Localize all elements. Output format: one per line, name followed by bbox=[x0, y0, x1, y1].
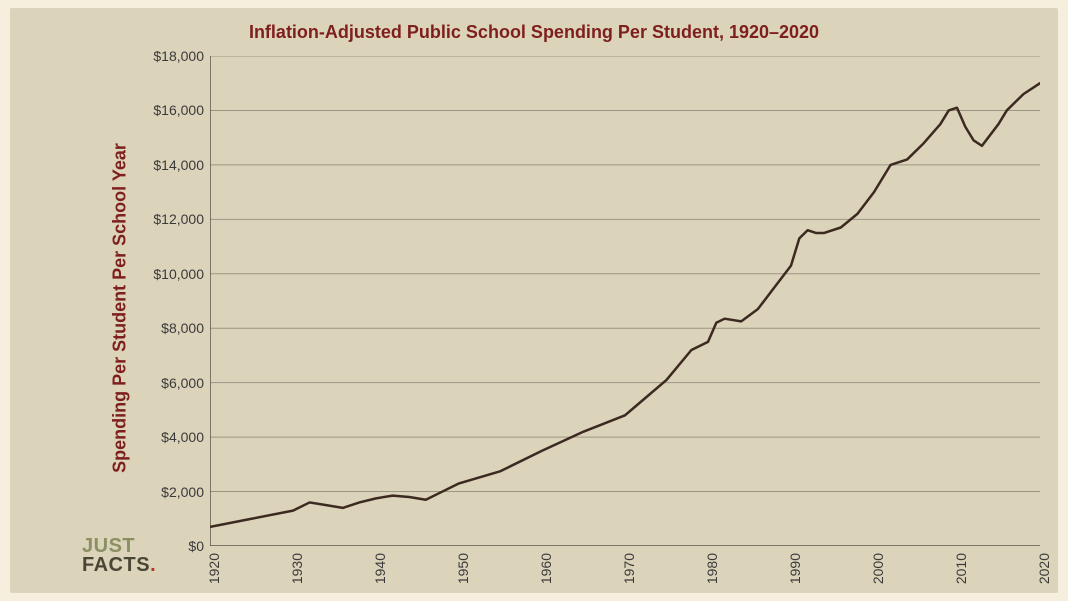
logo-facts: FACTS bbox=[82, 554, 150, 576]
x-tick-label: 2020 bbox=[1036, 553, 1052, 584]
x-axis-ticks: 1920193019401950196019701980199020002010… bbox=[210, 553, 1040, 597]
y-axis-label: Spending Per Student Per School Year bbox=[110, 143, 131, 473]
data-line bbox=[210, 83, 1040, 527]
logo-dot: . bbox=[150, 554, 156, 576]
x-tick-label: 1970 bbox=[621, 553, 637, 584]
logo-facts-row: FACTS. bbox=[82, 556, 156, 575]
chart-svg bbox=[210, 56, 1040, 546]
y-tick-label: $4,000 bbox=[134, 429, 210, 445]
y-axis-ticks: $0$2,000$4,000$6,000$8,000$10,000$12,000… bbox=[140, 56, 210, 546]
grid-group bbox=[210, 56, 1040, 492]
x-tick-label: 1920 bbox=[206, 553, 222, 584]
chart-outer-frame: Inflation-Adjusted Public School Spendin… bbox=[0, 0, 1068, 601]
x-tick-label: 1950 bbox=[455, 553, 471, 584]
y-tick-label: $16,000 bbox=[134, 102, 210, 118]
x-tick-label: 2000 bbox=[870, 553, 886, 584]
x-tick-label: 1940 bbox=[372, 553, 388, 584]
x-tick-label: 1930 bbox=[289, 553, 305, 584]
chart-title: Inflation-Adjusted Public School Spendin… bbox=[10, 22, 1058, 43]
x-tick-label: 2010 bbox=[953, 553, 969, 584]
chart-inner-panel: Inflation-Adjusted Public School Spendin… bbox=[10, 8, 1058, 593]
x-tick-label: 1960 bbox=[538, 553, 554, 584]
plot-area bbox=[210, 56, 1040, 546]
axis-group bbox=[210, 56, 1040, 546]
y-tick-label: $8,000 bbox=[134, 320, 210, 336]
just-facts-logo: JUST FACTS. bbox=[82, 537, 156, 575]
x-tick-label: 1990 bbox=[787, 553, 803, 584]
y-tick-label: $12,000 bbox=[134, 211, 210, 227]
y-tick-label: $2,000 bbox=[134, 484, 210, 500]
y-tick-label: $10,000 bbox=[134, 266, 210, 282]
y-tick-label: $14,000 bbox=[134, 157, 210, 173]
y-tick-label: $6,000 bbox=[134, 375, 210, 391]
y-tick-label: $18,000 bbox=[134, 48, 210, 64]
x-tick-label: 1980 bbox=[704, 553, 720, 584]
